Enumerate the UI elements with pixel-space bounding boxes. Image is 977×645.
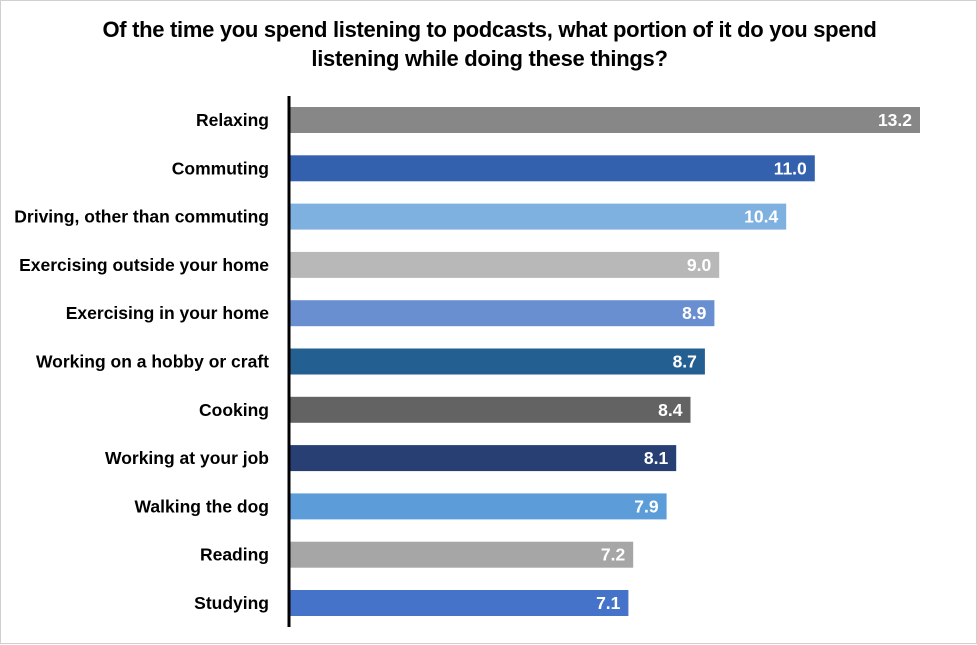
category-label: Cooking — [199, 400, 269, 420]
category-label: Relaxing — [196, 110, 269, 130]
data-label: 11.0 — [774, 158, 807, 178]
data-label: 8.1 — [644, 448, 669, 468]
data-label: 8.4 — [658, 400, 683, 420]
data-label: 7.9 — [634, 496, 659, 516]
category-label: Walking the dog — [135, 496, 269, 516]
category-label: Driving, other than commuting — [14, 207, 269, 227]
bar — [289, 396, 691, 423]
chart-title-line-1: Of the time you spend listening to podca… — [102, 17, 877, 42]
bar — [289, 155, 815, 182]
bar — [289, 493, 667, 520]
category-label: Studying — [194, 593, 269, 613]
category-label: Working on a hobby or craft — [36, 352, 269, 372]
bar — [289, 590, 629, 616]
data-label: 10.4 — [744, 207, 778, 227]
category-label: Exercising outside your home — [19, 255, 269, 275]
category-label: Reading — [200, 545, 269, 565]
bar — [289, 348, 705, 375]
data-label: 7.2 — [601, 545, 626, 565]
bar — [289, 203, 787, 230]
data-label: 7.1 — [596, 593, 621, 613]
bar — [289, 251, 720, 278]
chart-title: Of the time you spend listening to podca… — [1, 15, 977, 73]
bar — [289, 300, 715, 327]
data-label: 8.9 — [682, 303, 707, 323]
bar — [289, 445, 677, 472]
bar — [289, 107, 920, 133]
data-label: 9.0 — [687, 255, 712, 275]
category-label: Exercising in your home — [66, 303, 270, 323]
category-label: Commuting — [172, 158, 269, 178]
chart-title-line-2: listening while doing these things? — [311, 46, 668, 71]
bar — [289, 541, 634, 568]
data-label: 13.2 — [878, 110, 912, 130]
data-label: 8.7 — [673, 352, 697, 372]
category-label: Working at your job — [105, 448, 269, 468]
